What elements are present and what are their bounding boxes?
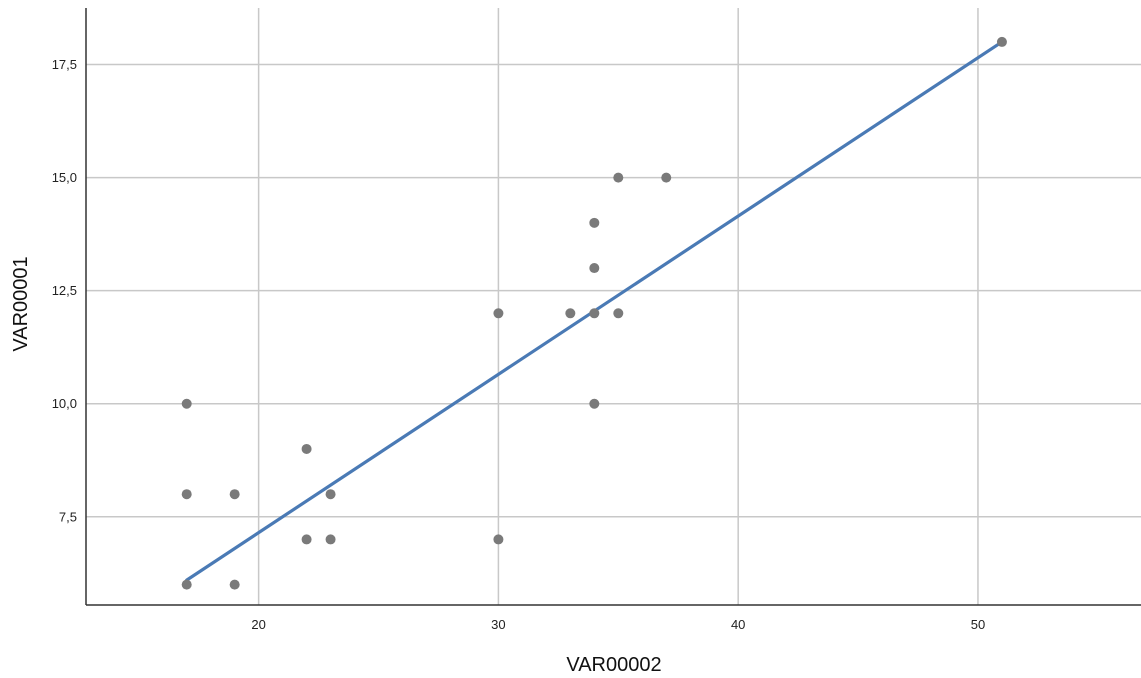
data-point [229, 579, 240, 590]
data-point [181, 489, 192, 500]
data-point [661, 172, 672, 183]
x-tick-label: 20 [251, 617, 265, 632]
data-point [181, 579, 192, 590]
data-point [229, 489, 240, 500]
axes [85, 8, 1141, 606]
grid-lines [86, 8, 1141, 605]
data-point [613, 172, 624, 183]
y-tick-label: 12,5 [52, 283, 77, 298]
y-tick-label: 17,5 [52, 57, 77, 72]
data-point [589, 398, 600, 409]
x-tick-label: 50 [971, 617, 985, 632]
data-point [589, 263, 600, 274]
data-point [181, 398, 192, 409]
data-point [301, 443, 312, 454]
data-point [493, 308, 504, 319]
data-point [613, 308, 624, 319]
x-tick-label: 40 [731, 617, 745, 632]
y-tick-label: 15,0 [52, 170, 77, 185]
data-point [301, 534, 312, 545]
data-point [565, 308, 576, 319]
data-point [325, 489, 336, 500]
data-points [181, 36, 1007, 590]
data-point [325, 534, 336, 545]
y-axis-title: VAR00001 [10, 256, 32, 351]
x-tick-label: 30 [491, 617, 505, 632]
x-axis-title: VAR00002 [566, 654, 661, 676]
y-tick-label: 7,5 [59, 509, 77, 524]
tick-labels: 7,5 10,0 12,5 15,0 17,5 20 30 40 50 [52, 57, 986, 632]
data-point [996, 36, 1007, 47]
data-point [493, 534, 504, 545]
y-tick-label: 10,0 [52, 396, 77, 411]
data-point [589, 308, 600, 319]
data-point [589, 217, 600, 228]
